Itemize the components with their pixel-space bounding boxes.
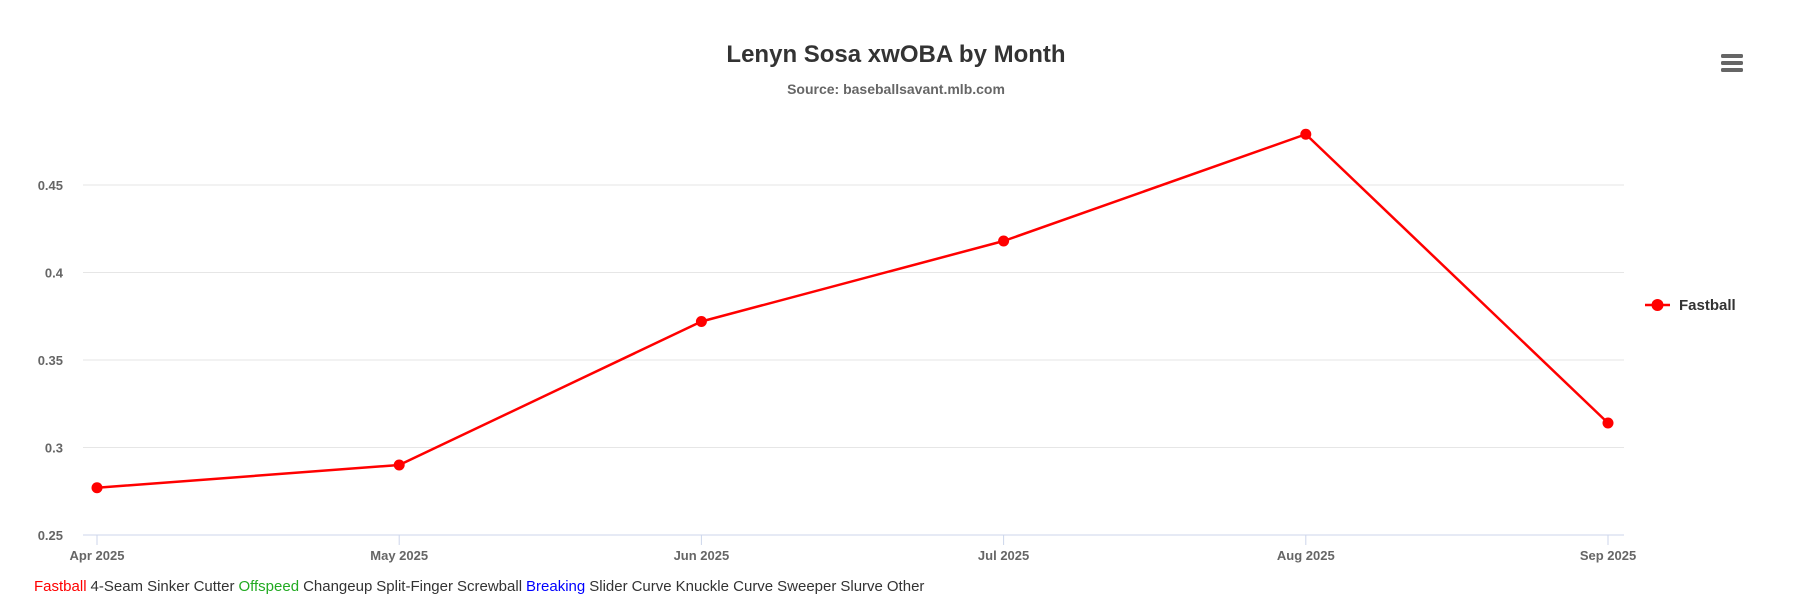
y-tick-label: 0.4 <box>45 266 64 281</box>
x-tick-label: May 2025 <box>370 548 428 563</box>
y-tick-label: 0.45 <box>38 178 63 193</box>
pitch-legend-item: Knuckle Curve <box>675 578 774 595</box>
pitch-legend-item: Changeup <box>303 578 373 595</box>
pitch-legend-item: Other <box>886 578 925 595</box>
pitch-legend-item: Breaking <box>526 578 586 595</box>
pitch-legend-item: Offspeed <box>238 578 300 595</box>
x-tick-label: Apr 2025 <box>70 548 125 563</box>
series-line[interactable] <box>96 133 1609 489</box>
pitch-legend-item: Sinker <box>147 578 190 595</box>
y-axis-labels: 0.25 0.3 0.35 0.4 0.45 <box>38 178 64 543</box>
pitch-legend-item: Screwball <box>457 578 523 595</box>
legend-marker[interactable] <box>1651 299 1664 311</box>
x-tick-label: Aug 2025 <box>1277 548 1335 563</box>
data-point[interactable] <box>91 482 103 494</box>
x-axis: Apr 2025 May 2025 Jun 2025 Jul 2025 Aug 2025… <box>70 534 1636 563</box>
data-point[interactable] <box>1602 417 1614 429</box>
x-tick-label: Jun 2025 <box>674 548 730 563</box>
x-tick-label: Sep 2025 <box>1580 548 1636 563</box>
pitch-type-legend: Fastball 4-Seam Sinker Cutter Offspeed Change… <box>34 578 928 595</box>
legend[interactable]: Fastball <box>1645 297 1736 314</box>
data-point[interactable] <box>695 316 707 327</box>
series-fastball[interactable] <box>91 128 1614 494</box>
y-tick-label: 0.35 <box>38 353 63 368</box>
data-point[interactable] <box>1300 128 1312 140</box>
data-point[interactable] <box>393 459 405 471</box>
y-tick-label: 0.25 <box>38 528 63 543</box>
pitch-legend-item: Fastball <box>34 578 87 595</box>
x-tick-label: Jul 2025 <box>978 548 1029 563</box>
pitch-legend-item: Sweeper <box>777 578 837 595</box>
pitch-legend-item: 4-Seam <box>90 578 144 595</box>
grid-lines <box>83 184 1624 448</box>
y-tick-label: 0.3 <box>45 441 63 456</box>
pitch-legend-item: Slurve <box>840 578 883 595</box>
pitch-legend-item: Slider <box>589 578 628 595</box>
chart-title: Lenyn Sosa xwOBA by Month <box>726 41 1065 68</box>
pitch-legend-item: Split-Finger <box>376 578 453 595</box>
pitch-legend-item: Curve <box>631 578 672 595</box>
chart-subtitle: Source: baseballsavant.mlb.com <box>787 81 1005 97</box>
hamburger-menu-icon[interactable] <box>1718 50 1746 78</box>
pitch-legend-item: Cutter <box>193 578 235 595</box>
data-point[interactable] <box>998 235 1010 247</box>
legend-label[interactable]: Fastball <box>1679 297 1736 314</box>
